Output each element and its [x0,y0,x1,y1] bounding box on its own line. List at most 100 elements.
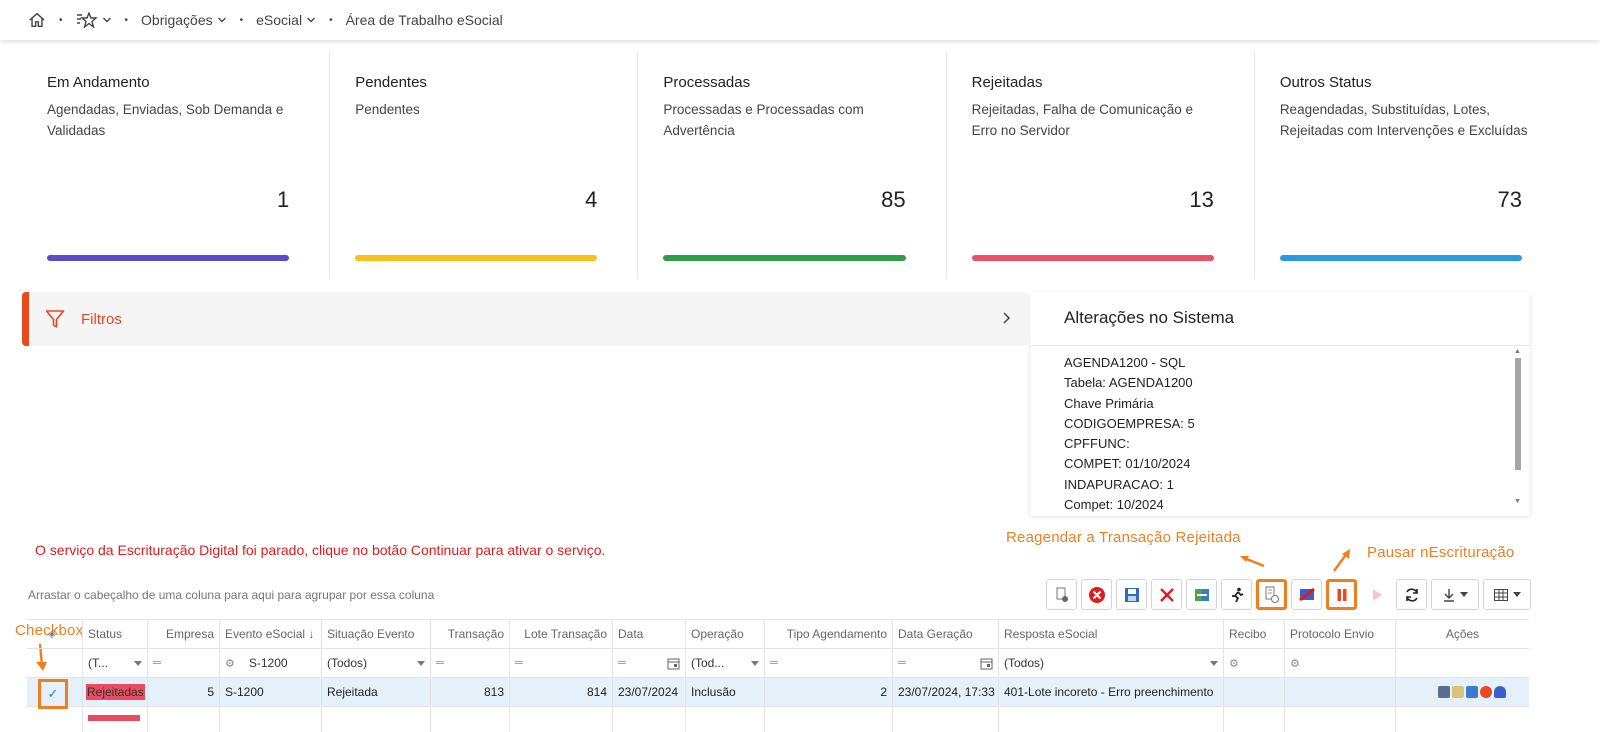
cancel-document-button[interactable] [1291,579,1322,610]
protocolo-filter[interactable]: ⚙ [1285,649,1396,677]
row-select-cell[interactable] [27,707,83,732]
column-header[interactable]: Data Geração [893,620,999,648]
chevron-right-icon[interactable] [1000,310,1014,326]
row-select-cell[interactable] [27,678,83,706]
scroll-down-arrow[interactable]: ▼ [1514,498,1521,505]
column-header[interactable]: Recibo [1224,620,1285,648]
grid-filter-row: (T... ═ ⚙ S-1200 (Todos) ═ ═ ═ (Tod... [27,649,1529,678]
column-header[interactable]: Evento eSocial ↓ [220,620,322,648]
card-count: 1 [276,187,290,212]
scrollbar[interactable]: ▲ ▼ [1514,348,1522,512]
export-dropdown-button[interactable] [1431,579,1479,610]
resposta-filter[interactable]: (Todos) [999,649,1224,677]
breadcrumb-separator: • [239,14,244,26]
calendar-icon[interactable] [980,657,993,670]
table-row[interactable]: Rejeitadas 5 S-1200 Rejeitada 813 814 23… [27,678,1529,707]
close-x-icon [1159,587,1174,602]
recibo-filter[interactable]: ⚙ [1224,649,1285,677]
select-all-checkbox[interactable] [27,620,83,648]
column-header[interactable]: Resposta eSocial [999,620,1224,648]
card-description: Agendadas, Enviadas, Sob Demanda e Valid… [47,102,284,138]
pause-icon [1337,588,1346,601]
export-settings-button[interactable] [1046,579,1077,610]
column-header[interactable]: Data [613,620,686,648]
data-cell: 23/07/2024 [613,678,686,706]
system-changes-body[interactable]: AGENDA1200 - SQL Tabela: AGENDA1200 Chav… [1064,353,1195,515]
caret-down-icon [417,660,425,666]
status-cell [83,707,148,732]
system-changes-panel: Alterações no Sistema AGENDA1200 - SQL T… [1030,292,1530,516]
card-em-andamento[interactable]: Em Andamento Agendadas, Enviadas, Sob De… [22,52,331,278]
transacao-cell: 813 [431,678,510,706]
column-chooser-button[interactable] [1483,579,1531,610]
refresh-button[interactable] [1396,579,1427,610]
data-filter[interactable]: ═ [613,649,686,677]
transacao-filter[interactable]: ═ [431,649,510,677]
column-header[interactable]: Operação [686,620,765,648]
scrollbar-thumb[interactable] [1515,358,1521,470]
situacao-filter[interactable]: (Todos) [322,649,431,677]
grid-header-row: Status Empresa Evento eSocial ↓ Situação… [27,620,1529,649]
status-filter[interactable]: (T... [83,649,148,677]
empresa-filter[interactable]: ═ [148,649,220,677]
transfer-button[interactable] [1186,579,1217,610]
column-header[interactable]: Transação [431,620,510,648]
evento-cell: S-1200 [220,678,322,706]
breadcrumb-bar: • • Obrigações • eSocial • Área de Traba… [0,0,1600,40]
equals-icon: ═ [770,657,778,669]
column-header[interactable]: Status [83,620,148,648]
scroll-up-arrow[interactable]: ▲ [1514,348,1521,355]
home-icon[interactable] [28,11,46,29]
breadcrumb-current: Área de Trabalho eSocial [345,12,503,28]
status-cards: Em Andamento Agendadas, Enviadas, Sob De… [22,52,1562,278]
card-bar [663,255,906,261]
column-header[interactable]: Lote Transação [510,620,613,648]
delete-circle-icon[interactable] [1480,686,1492,698]
filters-panel[interactable]: Filtros [22,292,1028,346]
card-bar [47,255,290,261]
calendar-icon[interactable] [667,657,680,670]
tipo-agendamento-filter[interactable]: ═ [765,649,893,677]
protocolo-cell [1285,707,1396,732]
favorites-menu[interactable] [76,12,112,28]
data-geracao-filter[interactable]: ═ [893,649,999,677]
row-checkbox[interactable]: ✓ [38,679,68,709]
card-pendentes[interactable]: Pendentes Pendentes 4 [330,52,639,278]
breadcrumb-obrigacoes[interactable]: Obrigações [141,12,227,28]
cancel-button[interactable] [1081,579,1112,610]
play-button[interactable] [1361,579,1392,610]
column-header[interactable]: Situação Evento [322,620,431,648]
pause-button[interactable] [1326,579,1357,610]
situacao-cell: Rejeitada [322,678,431,706]
filters-label: Filtros [81,310,122,328]
status-badge [88,715,140,721]
situacao-cell [322,707,431,732]
breadcrumb-label: eSocial [256,12,303,28]
view-icon[interactable] [1438,686,1450,698]
print-icon[interactable] [1466,686,1478,698]
anchor-icon[interactable] [1494,686,1506,698]
edit-icon[interactable] [1452,686,1464,698]
card-outros-status[interactable]: Outros Status Reagendadas, Substituídas,… [1255,52,1562,278]
card-processadas[interactable]: Processadas Processadas e Processadas co… [638,52,947,278]
delete-button[interactable] [1151,579,1182,610]
column-header[interactable]: Empresa [148,620,220,648]
select-all-icon[interactable]: ◈ [48,629,56,640]
card-count: 13 [1189,187,1214,212]
transactions-grid: Status Empresa Evento eSocial ↓ Situação… [27,619,1529,732]
save-button[interactable] [1116,579,1147,610]
breadcrumb-esocial[interactable]: eSocial [256,12,316,28]
card-rejeitadas[interactable]: Rejeitadas Rejeitadas, Falha de Comunica… [947,52,1255,278]
operacao-filter[interactable]: (Tod... [686,649,765,677]
search-operator-icon: ⚙ [1229,657,1239,670]
lote-filter[interactable]: ═ [510,649,613,677]
document-reschedule-icon [1265,586,1279,603]
cancel-circle-icon [1088,586,1105,603]
column-header[interactable]: Tipo Agendamento [765,620,893,648]
run-button[interactable] [1221,579,1252,610]
status-cell: Rejeitadas [83,678,148,706]
column-header[interactable]: Protocolo Envio [1285,620,1396,648]
table-row[interactable] [27,707,1529,732]
evento-filter[interactable]: ⚙ S-1200 [220,649,322,677]
reschedule-rejected-button[interactable] [1256,579,1287,610]
